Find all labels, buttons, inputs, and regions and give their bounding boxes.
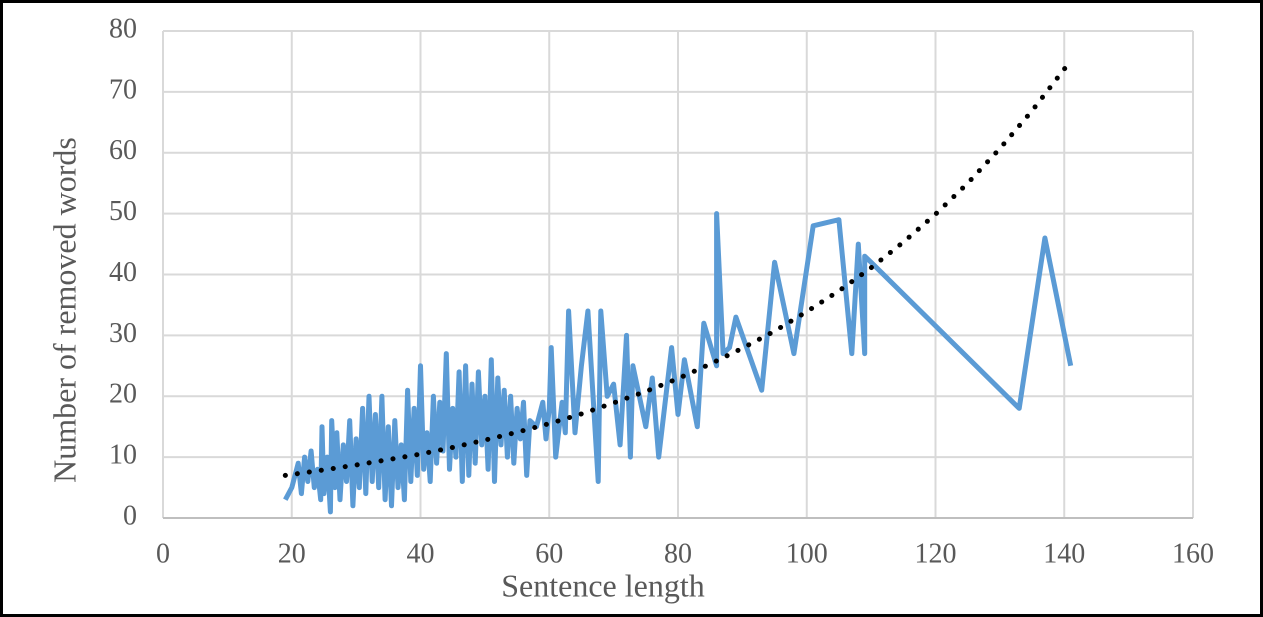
x-tick-label: 120 [915, 538, 957, 569]
y-tick-label: 40 [109, 257, 137, 288]
x-tick-label: 160 [1172, 538, 1214, 569]
x-tick-label: 60 [535, 538, 563, 569]
y-tick-label: 80 [109, 13, 137, 44]
y-tick-label: 30 [109, 318, 137, 349]
y-tick-label: 50 [109, 196, 137, 227]
y-axis-label: Number of removed words [46, 137, 82, 483]
x-tick-label: 140 [1043, 538, 1085, 569]
y-tick-label: 20 [109, 379, 137, 410]
x-tick-label: 40 [407, 538, 435, 569]
x-axis-label: Sentence length [501, 567, 704, 603]
y-tick-label: 10 [109, 440, 137, 471]
x-tick-label: 0 [156, 538, 170, 569]
y-tick-label: 60 [109, 135, 137, 166]
x-tick-label: 80 [664, 538, 692, 569]
trend-line [282, 58, 1074, 478]
y-tick-label: 70 [109, 74, 137, 105]
x-tick-label: 20 [278, 538, 306, 569]
y-tick-label: 0 [123, 500, 137, 531]
x-tick-label: 100 [786, 538, 828, 569]
